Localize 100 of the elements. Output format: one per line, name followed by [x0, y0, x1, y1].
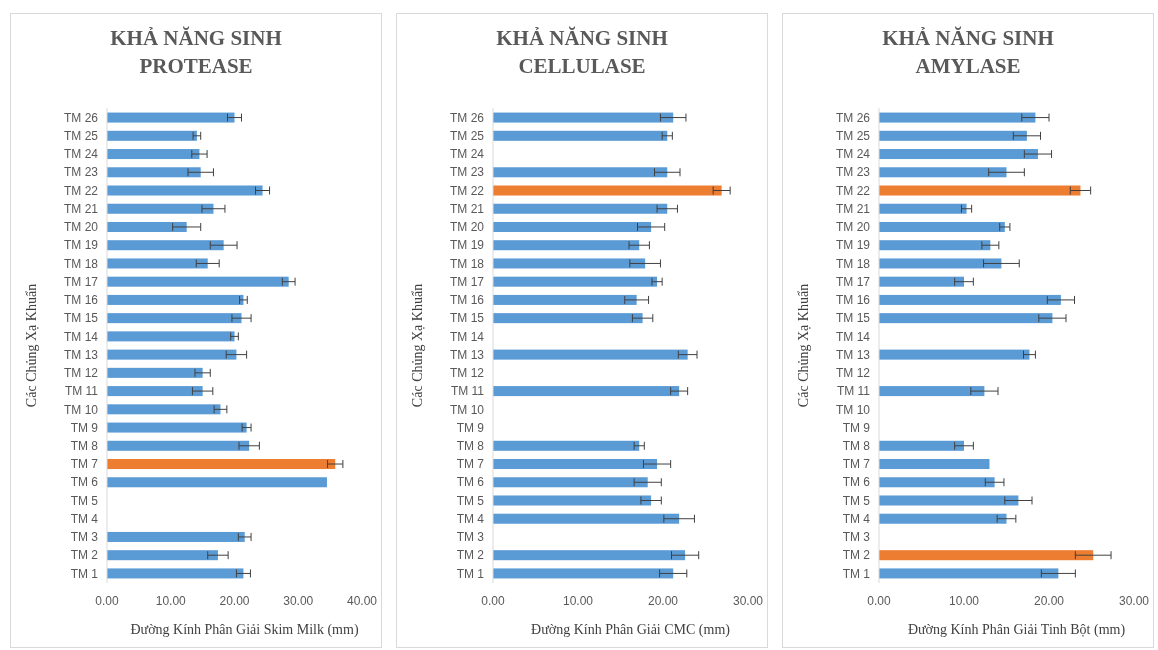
y-tick-label: TM 7 — [456, 457, 485, 472]
bar — [493, 130, 668, 141]
y-tick-label: TM 25 — [449, 129, 485, 144]
bar — [493, 294, 637, 305]
bar — [107, 349, 237, 360]
y-axis-title: Các Chủng Xạ Khuẩn — [24, 283, 39, 408]
y-tick-label: TM 1 — [842, 566, 871, 581]
bar — [107, 149, 200, 160]
bar — [879, 477, 995, 488]
y-tick-label: TM 22 — [449, 183, 485, 198]
y-tick-label: TM 20 — [449, 220, 485, 235]
y-tick-label: TM 23 — [835, 165, 871, 180]
bar — [107, 404, 221, 415]
bar — [493, 258, 646, 269]
bar — [879, 386, 985, 397]
bar — [107, 240, 224, 251]
x-tick-label: 30.00 — [732, 594, 764, 608]
y-tick-label: TM 21 — [63, 201, 99, 216]
y-tick-label: TM 8 — [456, 438, 485, 453]
bar — [107, 568, 244, 579]
bar — [107, 258, 208, 269]
y-tick-label: TM 17 — [835, 274, 871, 289]
y-tick-label: TM 8 — [842, 438, 871, 453]
bar — [879, 550, 1094, 561]
bar — [493, 495, 652, 506]
y-tick-label: TM 18 — [63, 256, 99, 271]
x-axis-title: Đường Kính Phân Giải Tinh Bột (mm) — [907, 622, 1126, 638]
y-tick-label: TM 11 — [836, 384, 871, 399]
y-tick-label: TM 23 — [449, 165, 485, 180]
y-tick-label: TM 4 — [842, 511, 871, 526]
y-tick-label: TM 22 — [63, 183, 99, 198]
y-tick-label: TM 9 — [70, 420, 99, 435]
bar — [879, 313, 1053, 324]
y-tick-label: TM 14 — [63, 329, 99, 344]
y-tick-label: TM 17 — [449, 274, 485, 289]
bar — [107, 477, 327, 488]
y-tick-label: TM 9 — [842, 420, 871, 435]
y-tick-label: TM 21 — [835, 201, 871, 216]
bar — [107, 422, 247, 433]
y-tick-label: TM 7 — [70, 457, 99, 472]
bar — [879, 258, 1002, 269]
y-tick-label: TM 8 — [70, 438, 99, 453]
x-tick-label: 20.00 — [647, 594, 679, 608]
bar — [879, 185, 1081, 196]
bar — [493, 112, 674, 123]
bar — [493, 440, 640, 451]
bar — [879, 459, 990, 470]
bar — [879, 276, 964, 287]
bar — [107, 294, 244, 305]
y-tick-label: TM 15 — [63, 311, 99, 326]
y-tick-label: TM 13 — [63, 347, 99, 362]
y-tick-label: TM 26 — [63, 110, 99, 125]
y-tick-label: TM 24 — [449, 147, 485, 162]
bar — [493, 477, 648, 488]
x-tick-label: 10.00 — [155, 594, 187, 608]
y-tick-label: TM 16 — [835, 293, 871, 308]
y-tick-label: TM 20 — [63, 220, 99, 235]
y-tick-label: TM 11 — [450, 384, 485, 399]
x-tick-label: 30.00 — [283, 594, 314, 608]
x-tick-label: 30.00 — [1118, 594, 1150, 608]
bar — [879, 130, 1027, 141]
bar — [493, 185, 722, 196]
bar — [493, 167, 668, 178]
bar — [493, 221, 652, 232]
bar — [493, 568, 674, 579]
y-tick-label: TM 6 — [456, 475, 485, 490]
bar — [493, 203, 668, 214]
bar — [493, 386, 680, 397]
chart-title: KHẢ NĂNG SINH AMYLASE — [882, 26, 1054, 78]
bar — [879, 167, 1007, 178]
bar — [107, 185, 263, 196]
bar — [879, 349, 1030, 360]
bar — [879, 568, 1059, 579]
x-tick-label: 20.00 — [1033, 594, 1065, 608]
chart-title: KHẢ NĂNG SINH PROTEASE — [110, 26, 282, 78]
bar — [879, 294, 1061, 305]
y-tick-label: TM 10 — [835, 402, 871, 417]
x-axis-title: Đường Kính Phân Giải CMC (mm) — [531, 622, 731, 638]
y-tick-label: TM 3 — [842, 530, 871, 545]
bar — [879, 203, 967, 214]
bar — [493, 349, 688, 360]
y-tick-label: TM 12 — [63, 366, 99, 381]
x-axis-title: Đường Kính Phân Giải Skim Milk (mm) — [130, 622, 359, 638]
y-tick-label: TM 5 — [456, 493, 485, 508]
y-tick-label: TM 2 — [70, 548, 99, 563]
bar — [107, 130, 197, 141]
y-tick-label: TM 3 — [456, 530, 485, 545]
y-tick-label: TM 10 — [63, 402, 99, 417]
bar — [107, 550, 218, 561]
y-tick-label: TM 4 — [456, 511, 485, 526]
y-tick-label: TM 25 — [63, 129, 99, 144]
bar — [107, 459, 336, 470]
y-tick-label: TM 4 — [70, 511, 99, 526]
bar — [879, 149, 1038, 160]
y-tick-label: TM 14 — [449, 329, 485, 344]
x-tick-label: 10.00 — [562, 594, 594, 608]
y-tick-label: TM 11 — [64, 384, 99, 399]
bar — [107, 276, 289, 287]
x-tick-label: 0.00 — [95, 594, 119, 608]
y-tick-label: TM 13 — [835, 347, 871, 362]
